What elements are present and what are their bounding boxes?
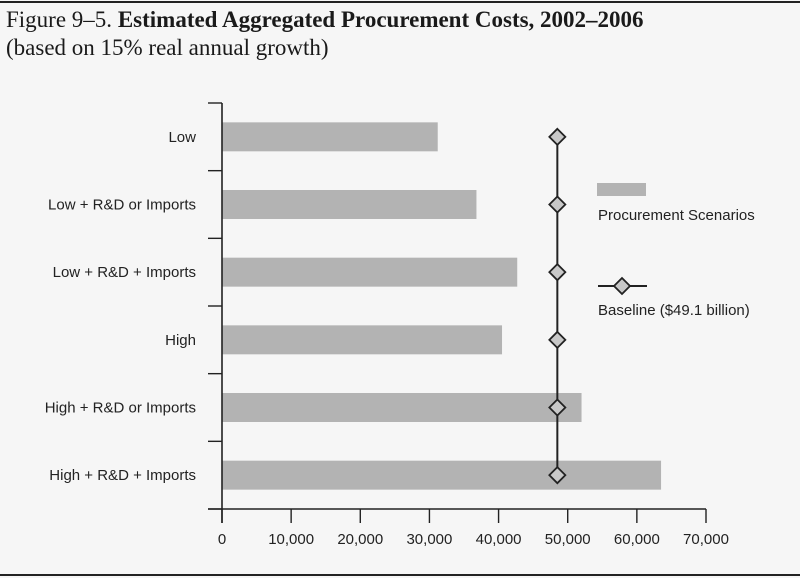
baseline-marker [548, 262, 567, 282]
bottom-rule [0, 574, 800, 576]
legend-swatch-baseline-marker [612, 276, 632, 296]
baseline-marker [548, 398, 567, 417]
bar [222, 122, 438, 152]
bars [222, 122, 662, 490]
legend-label-baseline: Baseline ($49.1 billion) [598, 302, 750, 319]
baseline-marker [548, 127, 567, 147]
y-axis-labels: Low Low + R&D or Imports Low + R&D + Impor… [45, 129, 196, 484]
baseline-marker [548, 330, 567, 350]
figure-title: Estimated Aggregated Procurement Costs, … [117, 7, 644, 32]
legend: Procurement Scenarios Baseline ($49.1 bi… [597, 183, 755, 319]
top-rule [0, 1, 800, 3]
bar [222, 190, 477, 219]
chart-title: Figure 9–5. Estimated Aggregated Procure… [6, 6, 796, 34]
y-tick-label: High + R&D + Imports [49, 467, 196, 484]
y-axis-ticks [208, 102, 222, 510]
x-tick-label: 30,000 [406, 531, 452, 548]
bar [222, 257, 518, 287]
x-tick-label: 0 [218, 531, 226, 548]
x-tick-label: 20,000 [337, 531, 383, 548]
y-tick-label: High + R&D or Imports [45, 400, 196, 417]
x-tick-label: 50,000 [545, 531, 591, 548]
chart-subtitle: (based on 15% real annual growth) [6, 35, 329, 60]
bar [222, 393, 582, 422]
bar [222, 325, 503, 355]
x-tick-label: 70,000 [683, 531, 729, 548]
y-tick-label: Low + R&D + Imports [53, 264, 196, 281]
x-tick-label: 10,000 [268, 531, 314, 548]
legend-label-procurement: Procurement Scenarios [598, 207, 755, 224]
x-tick-label: 40,000 [476, 531, 522, 548]
bar [222, 460, 662, 490]
y-tick-label: Low [168, 129, 196, 146]
baseline-series [548, 127, 567, 485]
figure-label: Figure 9–5. [6, 7, 113, 32]
title-block: Figure 9–5. Estimated Aggregated Procure… [6, 6, 796, 62]
x-axis-ticks: 0 10,000 20,000 30,000 40,000 50,000 60,000 70,… [218, 509, 729, 548]
y-tick-label: Low + R&D or Imports [48, 197, 196, 214]
baseline-marker [548, 465, 567, 485]
baseline-marker [548, 195, 567, 214]
x-tick-label: 60,000 [614, 531, 660, 548]
y-tick-label: High [165, 332, 196, 349]
legend-swatch-procurement [597, 183, 646, 196]
